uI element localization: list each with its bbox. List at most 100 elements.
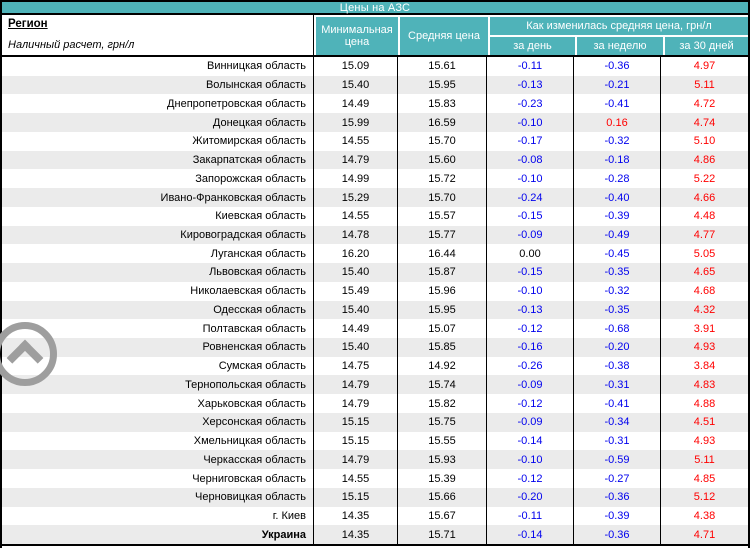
change-subheaders: за день за неделю за 30 дней xyxy=(490,37,748,55)
week-change-cell: -0.39 xyxy=(574,506,661,526)
week-change-cell: 0.16 xyxy=(574,113,661,132)
avg-price-column-header: Средняя цена xyxy=(400,17,488,55)
avg-price-cell: 15.67 xyxy=(398,506,487,526)
avg-price-cell: 14.92 xyxy=(398,356,487,376)
table-row: Винницкая область 15.09 15.61 -0.11 -0.36 4.9… xyxy=(2,57,748,76)
region-header-title: Регион xyxy=(8,18,48,30)
week-change-cell: -0.27 xyxy=(574,469,661,488)
region-cell: г. Киев xyxy=(2,506,314,526)
avg-price-cell: 15.55 xyxy=(398,431,487,451)
week-change-cell: -0.36 xyxy=(574,57,661,76)
min-price-cell: 14.75 xyxy=(314,356,398,376)
min-price-cell: 15.49 xyxy=(314,281,398,301)
min-price-cell: 14.79 xyxy=(314,394,398,413)
week-change-cell: -0.59 xyxy=(574,450,661,470)
day-change-cell: -0.10 xyxy=(487,113,574,132)
min-price-cell: 16.20 xyxy=(314,244,398,264)
week-change-cell: -0.21 xyxy=(574,75,661,95)
region-cell: Херсонская область xyxy=(2,412,314,432)
month-change-cell: 4.77 xyxy=(693,228,716,241)
region-cell: Запорожская область xyxy=(2,169,314,189)
avg-price-cell: 15.82 xyxy=(398,394,487,413)
avg-price-cell: 16.44 xyxy=(398,244,487,264)
min-price-cell: 14.55 xyxy=(314,206,398,226)
region-header-subtitle: Наличный расчет, грн/л xyxy=(8,39,135,51)
table-row: Ровненская область 15.40 15.85 -0.16 -0.20 4.… xyxy=(2,338,748,357)
month-change-cell: 5.10 xyxy=(693,135,716,148)
min-price-cell: 14.79 xyxy=(314,450,398,470)
region-cell: Львовская область xyxy=(2,263,314,282)
min-price-cell: 15.15 xyxy=(314,431,398,451)
scroll-top-button[interactable] xyxy=(0,322,57,386)
region-cell: Ровненская область xyxy=(2,338,314,357)
month-change-column-header: за 30 дней xyxy=(665,37,748,55)
avg-price-cell: 15.61 xyxy=(398,57,487,76)
day-change-cell: -0.10 xyxy=(487,450,574,470)
region-cell: Волынская область xyxy=(2,75,314,95)
min-price-cell: 14.55 xyxy=(314,469,398,488)
region-cell: Одесская область xyxy=(2,300,314,320)
region-cell: Кировоградская область xyxy=(2,225,314,245)
table-row: Черкасская область 14.79 15.93 -0.10 -0.59 5.… xyxy=(2,450,748,470)
day-change-cell: -0.09 xyxy=(487,412,574,432)
week-change-column-header: за неделю xyxy=(577,37,663,55)
region-cell: Тернопольская область xyxy=(2,375,314,395)
region-cell: Винницкая область xyxy=(2,57,314,76)
table-row: Одесская область 15.40 15.95 -0.13 -0.35 4.32 xyxy=(2,300,748,320)
table-row: Ивано-Франковская область 15.29 15.70 -0.24… xyxy=(2,188,748,207)
price-columns-header: Минимальная цена Средняя цена Как измени… xyxy=(316,15,748,55)
region-cell: Киевская область xyxy=(2,206,314,226)
min-price-cell: 15.40 xyxy=(314,263,398,282)
month-change-cell: 4.97 xyxy=(693,60,716,73)
week-change-cell: -0.41 xyxy=(574,94,661,114)
month-change-cell: 4.66 xyxy=(693,191,716,204)
table-row: Запорожская область 14.99 15.72 -0.10 -0.28 5… xyxy=(2,169,748,189)
month-change-cell: 4.51 xyxy=(693,416,716,429)
day-change-cell: -0.10 xyxy=(487,281,574,301)
region-cell: Харьковская область xyxy=(2,394,314,413)
week-change-cell: -0.32 xyxy=(574,131,661,151)
avg-price-cell: 15.70 xyxy=(398,188,487,207)
month-change-cell: 4.88 xyxy=(693,397,716,410)
day-change-cell: -0.09 xyxy=(487,375,574,395)
min-price-cell: 14.79 xyxy=(314,375,398,395)
table-row: Сумская область 14.75 14.92 -0.26 -0.38 3.84 xyxy=(2,356,748,376)
day-change-cell: -0.12 xyxy=(487,319,574,339)
min-price-cell: 15.15 xyxy=(314,487,398,507)
week-change-cell: -0.39 xyxy=(574,206,661,226)
day-change-column-header: за день xyxy=(490,37,575,55)
avg-price-cell: 15.60 xyxy=(398,150,487,170)
region-cell: Луганская область xyxy=(2,244,314,264)
avg-price-cell: 15.74 xyxy=(398,375,487,395)
day-change-cell: -0.24 xyxy=(487,188,574,207)
region-cell: Черновицкая область xyxy=(2,487,314,507)
change-group-header: Как изменилась средняя цена, грн/л xyxy=(490,17,748,35)
region-cell: Донецкая область xyxy=(2,113,314,132)
avg-price-cell: 15.75 xyxy=(398,412,487,432)
min-price-cell: 14.35 xyxy=(314,525,398,545)
table-row: Луганская область 16.20 16.44 0.00 -0.45 5.05 xyxy=(2,244,748,264)
table-row: Черновицкая область 15.15 15.66 -0.20 -0.36 5… xyxy=(2,487,748,507)
table-row: Донецкая область 15.99 16.59 -0.10 0.16 4.74 xyxy=(2,113,748,132)
min-price-cell: 15.09 xyxy=(314,57,398,76)
table-row: Николаевская область 15.49 15.96 -0.10 -0.32… xyxy=(2,281,748,301)
month-change-cell: 4.93 xyxy=(693,435,716,448)
week-change-cell: -0.41 xyxy=(574,394,661,413)
table-row: Полтавская область 14.49 15.07 -0.12 -0.68 3.… xyxy=(2,319,748,339)
avg-price-cell: 16.59 xyxy=(398,113,487,132)
month-change-cell: 5.12 xyxy=(693,491,716,504)
region-cell: Житомирская область xyxy=(2,131,314,151)
avg-price-cell: 15.93 xyxy=(398,450,487,470)
week-change-cell: -0.18 xyxy=(574,150,661,170)
day-change-cell: -0.15 xyxy=(487,206,574,226)
day-change-cell: -0.16 xyxy=(487,338,574,357)
table-row: Волынская область 15.40 15.95 -0.13 -0.21 5.1… xyxy=(2,75,748,95)
avg-price-cell: 15.70 xyxy=(398,131,487,151)
month-change-cell: 4.74 xyxy=(693,116,716,129)
region-cell: Ивано-Франковская область xyxy=(2,188,314,207)
region-cell: Черкасская область xyxy=(2,450,314,470)
region-cell: Николаевская область xyxy=(2,281,314,301)
week-change-cell: -0.31 xyxy=(574,375,661,395)
week-change-cell: -0.35 xyxy=(574,263,661,282)
table-title: Цены на АЗС xyxy=(339,1,411,14)
